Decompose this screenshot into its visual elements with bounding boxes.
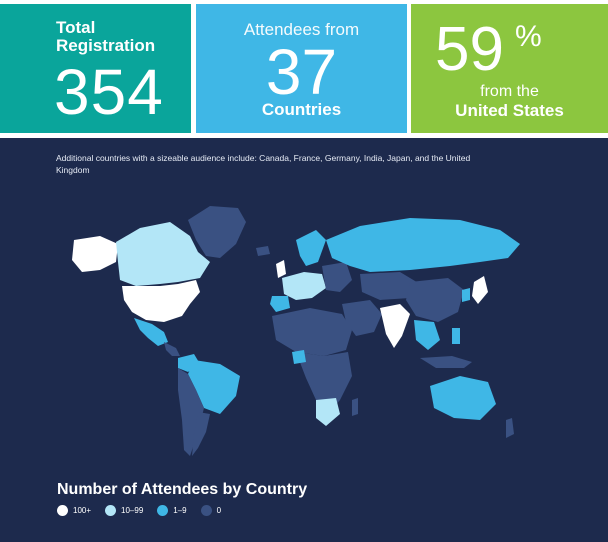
legend: 100+ 10–99 1–9 0 <box>57 505 235 516</box>
central-america-region <box>164 342 180 356</box>
russia-region <box>326 218 520 272</box>
eastern-europe-region <box>322 262 352 292</box>
new-zealand-region <box>506 418 514 438</box>
iberia-region <box>270 296 290 312</box>
us-label-line1: from the <box>480 83 539 100</box>
africa-central-region <box>296 352 352 414</box>
legend-item-10-99: 10–99 <box>105 505 143 516</box>
total-registration-label: Total Registration <box>56 19 155 55</box>
attendees-bottom-label: Countries <box>261 100 342 119</box>
legend-label-10-99: 10–99 <box>121 506 144 515</box>
uk-region <box>276 260 286 278</box>
nigeria-region <box>292 350 306 364</box>
south-america-west-region <box>178 368 204 456</box>
legend-label-100-plus: 100+ <box>73 506 92 515</box>
total-registration-card: Total Registration 354 <box>0 4 191 133</box>
central-asia-region <box>360 272 420 300</box>
legend-item-0: 0 <box>200 505 222 516</box>
legend-swatch-10-99 <box>105 505 117 516</box>
middle-east-region <box>342 300 382 336</box>
legend-swatch-100-plus <box>57 505 68 516</box>
mexico-region <box>134 318 168 346</box>
legend-item-1-9: 1–9 <box>157 505 187 516</box>
iceland-region <box>256 246 270 256</box>
philippines-region <box>452 328 460 344</box>
usa-region <box>122 280 200 322</box>
greenland-region <box>188 206 246 258</box>
china-region <box>406 278 464 322</box>
total-label-line1: Total <box>56 18 96 37</box>
alaska-region <box>72 236 118 272</box>
argentina-region <box>192 412 210 456</box>
india-region <box>380 304 410 348</box>
attendees-top-label: Attendees from <box>243 20 360 39</box>
indonesia-region <box>420 356 472 368</box>
attendees-countries-card: Attendees from 37 Countries <box>196 4 407 133</box>
attendees-country-count: 37 <box>265 36 338 108</box>
korea-region <box>462 288 470 302</box>
world-map <box>72 206 520 456</box>
japan-region <box>472 276 488 304</box>
total-registration-value: 354 <box>54 56 164 128</box>
brazil-region <box>188 360 240 414</box>
scandinavia-region <box>296 230 326 266</box>
total-label-line2: Registration <box>56 36 156 55</box>
us-percentage-card: 59 % from the United States <box>411 4 608 133</box>
additional-countries-note: Additional countries with a sizeable aud… <box>56 153 471 175</box>
africa-north-region <box>272 308 352 356</box>
percent-sign: % <box>515 20 542 53</box>
legend-item-100-plus: 100+ <box>57 505 91 516</box>
legend-label-1-9: 1–9 <box>173 506 187 515</box>
legend-label-0: 0 <box>216 506 222 515</box>
map-panel: Additional countries with a sizeable aud… <box>0 138 608 542</box>
us-percentage-value: 59 <box>435 15 504 84</box>
south-africa-region <box>316 398 340 426</box>
australia-region <box>430 376 496 420</box>
legend-title: Number of Attendees by Country <box>57 481 308 498</box>
legend-swatch-1-9 <box>157 505 169 516</box>
legend-swatch-0 <box>200 505 212 516</box>
canada-region <box>116 222 210 286</box>
western-europe-region <box>282 272 326 300</box>
southeast-asia-region <box>414 320 440 350</box>
us-label-line2: United States <box>455 101 564 120</box>
madagascar-region <box>352 398 358 416</box>
